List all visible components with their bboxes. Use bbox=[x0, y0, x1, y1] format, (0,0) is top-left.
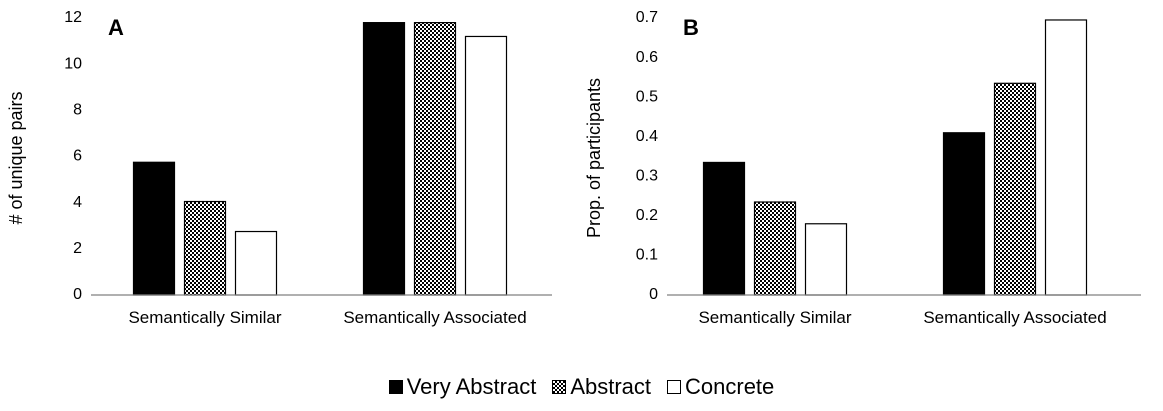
x-category-label: Semantically Associated bbox=[343, 308, 526, 327]
y-tick-label: 0.7 bbox=[636, 9, 658, 26]
bar-concrete bbox=[804, 223, 848, 296]
legend-swatch-empty bbox=[667, 380, 682, 394]
bar-very-abstract bbox=[942, 132, 986, 296]
y-tick-label: 10 bbox=[64, 55, 82, 72]
chart-legend: Very Abstract Abstract Concrete bbox=[0, 374, 1163, 400]
bar-abstract bbox=[413, 22, 457, 296]
x-category-label: Semantically Similar bbox=[698, 308, 851, 327]
x-category-label: Semantically Similar bbox=[128, 308, 281, 327]
bar-abstract bbox=[993, 82, 1037, 296]
y-tick-label: 0.3 bbox=[636, 168, 658, 185]
bar-concrete bbox=[1044, 19, 1088, 296]
y-tick-label: 0.5 bbox=[636, 88, 658, 105]
legend-swatch-solid bbox=[388, 380, 403, 394]
y-axis-label: # of unique pairs bbox=[6, 91, 26, 224]
y-tick-label: 4 bbox=[73, 194, 82, 211]
legend-item-abstract: Abstract bbox=[552, 374, 651, 400]
y-tick-label: 0.4 bbox=[636, 128, 658, 145]
y-tick-label: 6 bbox=[73, 148, 82, 165]
y-tick-label: 2 bbox=[73, 240, 82, 257]
y-axis-label: Prop. of participants bbox=[584, 78, 604, 238]
bar-very-abstract bbox=[132, 161, 176, 296]
bar-concrete bbox=[234, 230, 278, 296]
y-tick-label: 0 bbox=[649, 286, 658, 303]
bar-very-abstract bbox=[702, 161, 746, 296]
y-tick-label: 0.6 bbox=[636, 49, 658, 66]
panel-label: B bbox=[683, 15, 699, 40]
y-tick-label: 0 bbox=[73, 286, 82, 303]
bar-abstract bbox=[753, 201, 797, 296]
legend-label: Abstract bbox=[570, 374, 652, 399]
legend-label: Concrete bbox=[685, 374, 775, 399]
bar-abstract bbox=[183, 200, 227, 296]
chart-figure: A # of unique pairs 0 2 4 6 8 10 12 Semantically … bbox=[6, 9, 1141, 327]
bar-concrete bbox=[464, 35, 508, 296]
y-tick-label: 0.2 bbox=[636, 207, 658, 224]
legend-item-concrete: Concrete bbox=[667, 374, 774, 400]
x-category-label: Semantically Associated bbox=[923, 308, 1106, 327]
legend-swatch-checker bbox=[552, 380, 567, 394]
panel-label: A bbox=[108, 15, 124, 40]
legend-item-very-abstract: Very Abstract bbox=[388, 374, 537, 400]
y-tick-label: 8 bbox=[73, 102, 82, 119]
legend-label: Very Abstract bbox=[406, 374, 537, 399]
y-tick-label: 0.1 bbox=[636, 247, 658, 264]
bar-very-abstract bbox=[362, 22, 406, 296]
y-tick-label: 12 bbox=[64, 9, 82, 26]
